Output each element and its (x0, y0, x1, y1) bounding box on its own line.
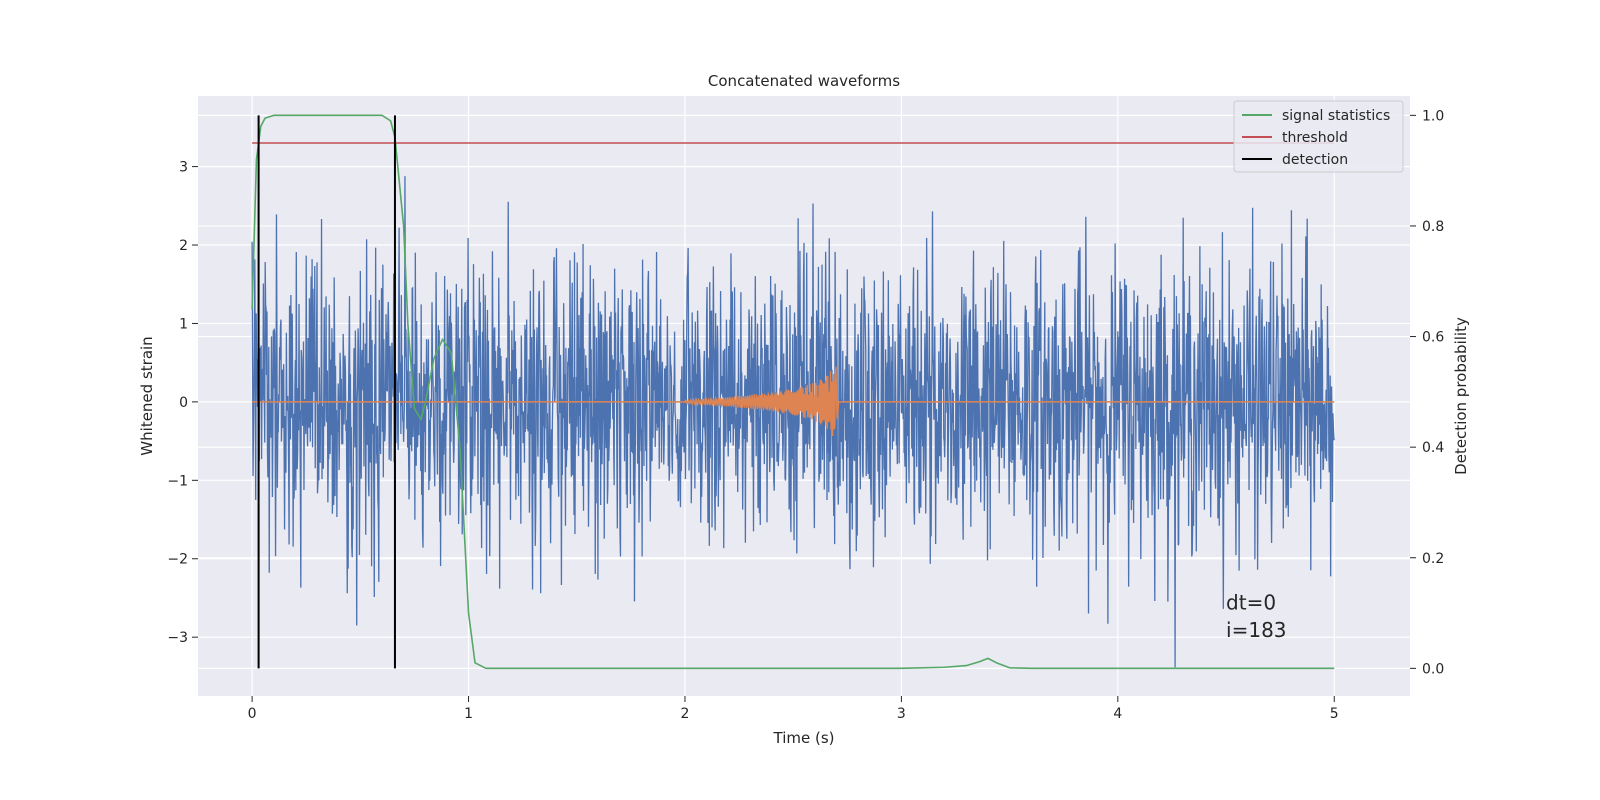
y-tick-label: −3 (167, 630, 188, 646)
chart-title: Concatenated waveforms (708, 72, 900, 90)
x-tick-label: 3 (897, 706, 906, 722)
waveform-series-line (252, 366, 1335, 436)
y-tick-label: −2 (167, 552, 188, 568)
y2-tick-label: 0.2 (1422, 551, 1444, 567)
axes-layer: 0 1 2 3 4 5 −3 −2 −1 0 1 2 3 0.0 0.2 0.4 0.6 0.8 1.0 (167, 108, 1444, 722)
y-tick-label: 1 (179, 316, 188, 332)
y-tick-label: 0 (179, 395, 188, 411)
x-axis-label: Time (s) (773, 729, 835, 747)
x-tick-label: 4 (1113, 706, 1122, 722)
legend-entry-detection: detection (1282, 152, 1348, 168)
y-tick-label: 3 (179, 160, 188, 176)
y-tick-label: −1 (167, 473, 188, 489)
x-tick-label: 1 (464, 706, 473, 722)
legend-entry-signal-statistics: signal statistics (1282, 108, 1390, 124)
legend-entry-threshold: threshold (1282, 130, 1348, 146)
annotation-dt: dt=0 (1226, 591, 1276, 615)
y-axis-label: Whitened strain (138, 336, 156, 455)
y2-tick-label: 0.6 (1422, 330, 1444, 346)
noise-series-line (251, 176, 1335, 668)
annotation-index: i=183 (1226, 618, 1287, 642)
y2-tick-label: 0.0 (1422, 661, 1444, 677)
series-layer (251, 114, 1335, 670)
y2-tick-label: 0.4 (1422, 440, 1444, 456)
legend-box (1233, 100, 1404, 173)
x-tick-label: 0 (248, 706, 257, 722)
legend: signal statistics threshold detection (1233, 100, 1404, 173)
y2-tick-label: 1.0 (1422, 108, 1444, 124)
signal-statistics-line (251, 114, 1335, 670)
x-tick-label: 5 (1330, 706, 1339, 722)
y-tick-label: 2 (179, 238, 188, 254)
y2-tick-label: 0.8 (1422, 219, 1444, 235)
y2-axis-label: Detection probability (1452, 317, 1470, 475)
x-tick-label: 2 (681, 706, 690, 722)
